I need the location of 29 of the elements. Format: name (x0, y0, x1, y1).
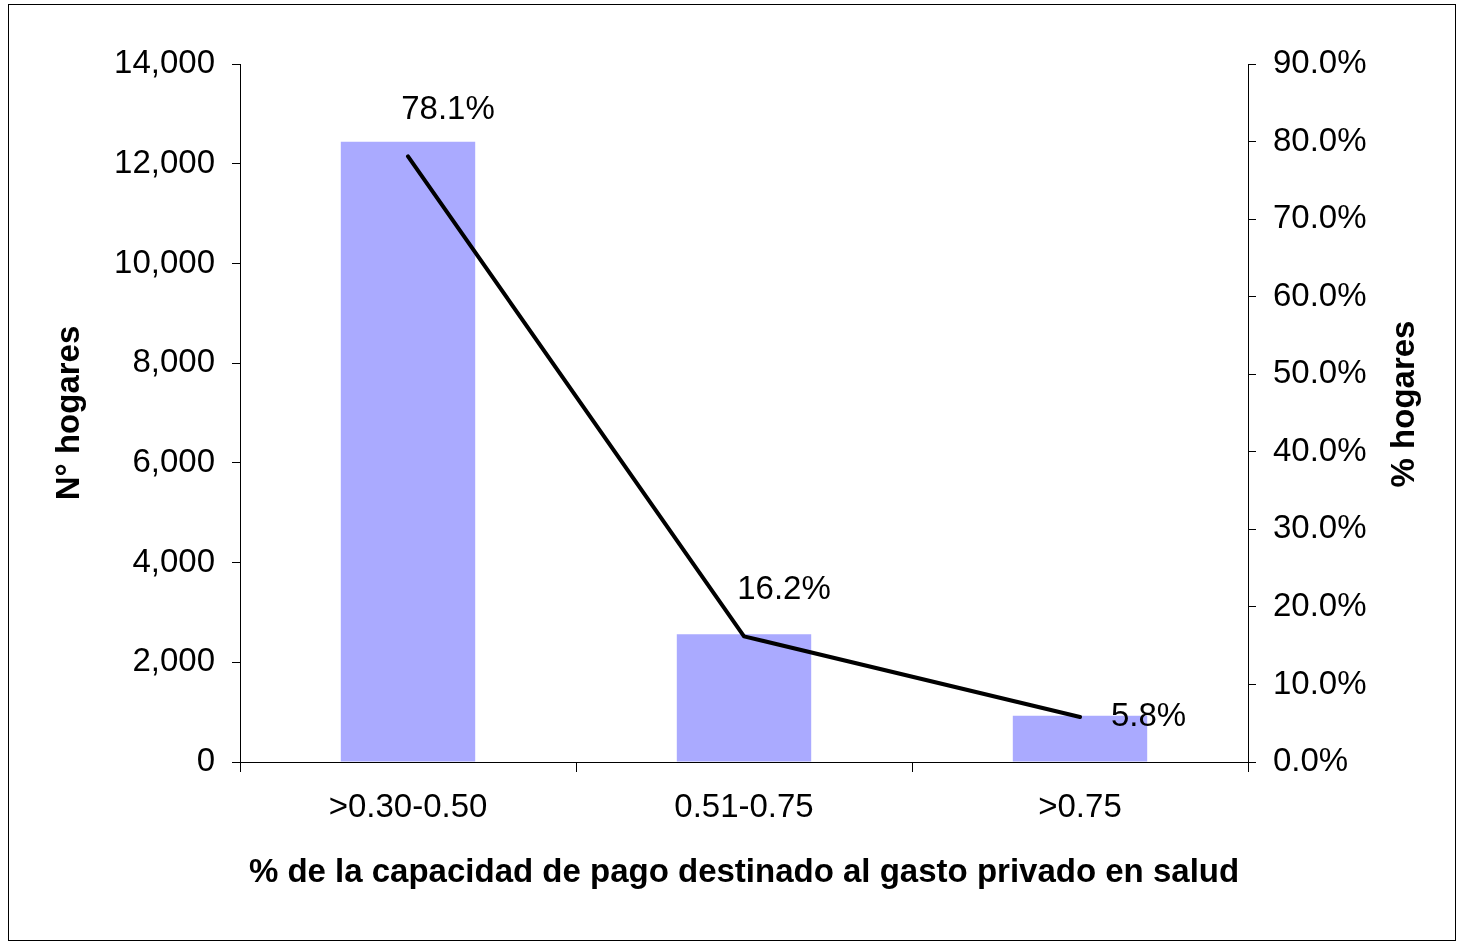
y-tick-label: 0 (196, 741, 215, 779)
y2-tick-label: 50.0% (1273, 353, 1367, 391)
y2-tick-label: 20.0% (1273, 585, 1367, 623)
x-axis-title: % de la capacidad de pago destinado al gasto privado en salud (248, 852, 1240, 890)
data-label: 78.1% (401, 89, 495, 127)
y-tick-label: 2,000 (132, 641, 215, 679)
y-tick-label: 8,000 (132, 342, 215, 380)
y2-tick-label: 70.0% (1273, 198, 1367, 236)
y-tick-label: 14,000 (114, 43, 215, 81)
y2-tick-label: 0.0% (1273, 741, 1349, 779)
y2-tick-label: 30.0% (1273, 508, 1367, 546)
x-tick-label: >0.75 (1038, 786, 1122, 824)
data-label: 16.2% (737, 569, 831, 607)
x-tick-label: >0.30-0.50 (328, 786, 488, 824)
y2-axis-title: % hogares (1384, 320, 1422, 488)
y2-tick-label: 10.0% (1273, 663, 1367, 701)
x-tick-label: 0.51-0.75 (674, 786, 814, 824)
y-axis-title: N° hogares (48, 325, 86, 501)
y2-tick-label: 90.0% (1273, 43, 1367, 81)
y-tick-label: 10,000 (114, 242, 215, 280)
y2-tick-label: 80.0% (1273, 120, 1367, 158)
bar (676, 634, 812, 762)
y-tick-label: 6,000 (132, 441, 215, 479)
y2-tick-label: 60.0% (1273, 275, 1367, 313)
data-label: 5.8% (1111, 696, 1187, 734)
y-tick-label: 4,000 (132, 541, 215, 579)
y2-tick-label: 40.0% (1273, 430, 1367, 468)
y-tick-label: 12,000 (114, 142, 215, 180)
bar (340, 141, 476, 762)
